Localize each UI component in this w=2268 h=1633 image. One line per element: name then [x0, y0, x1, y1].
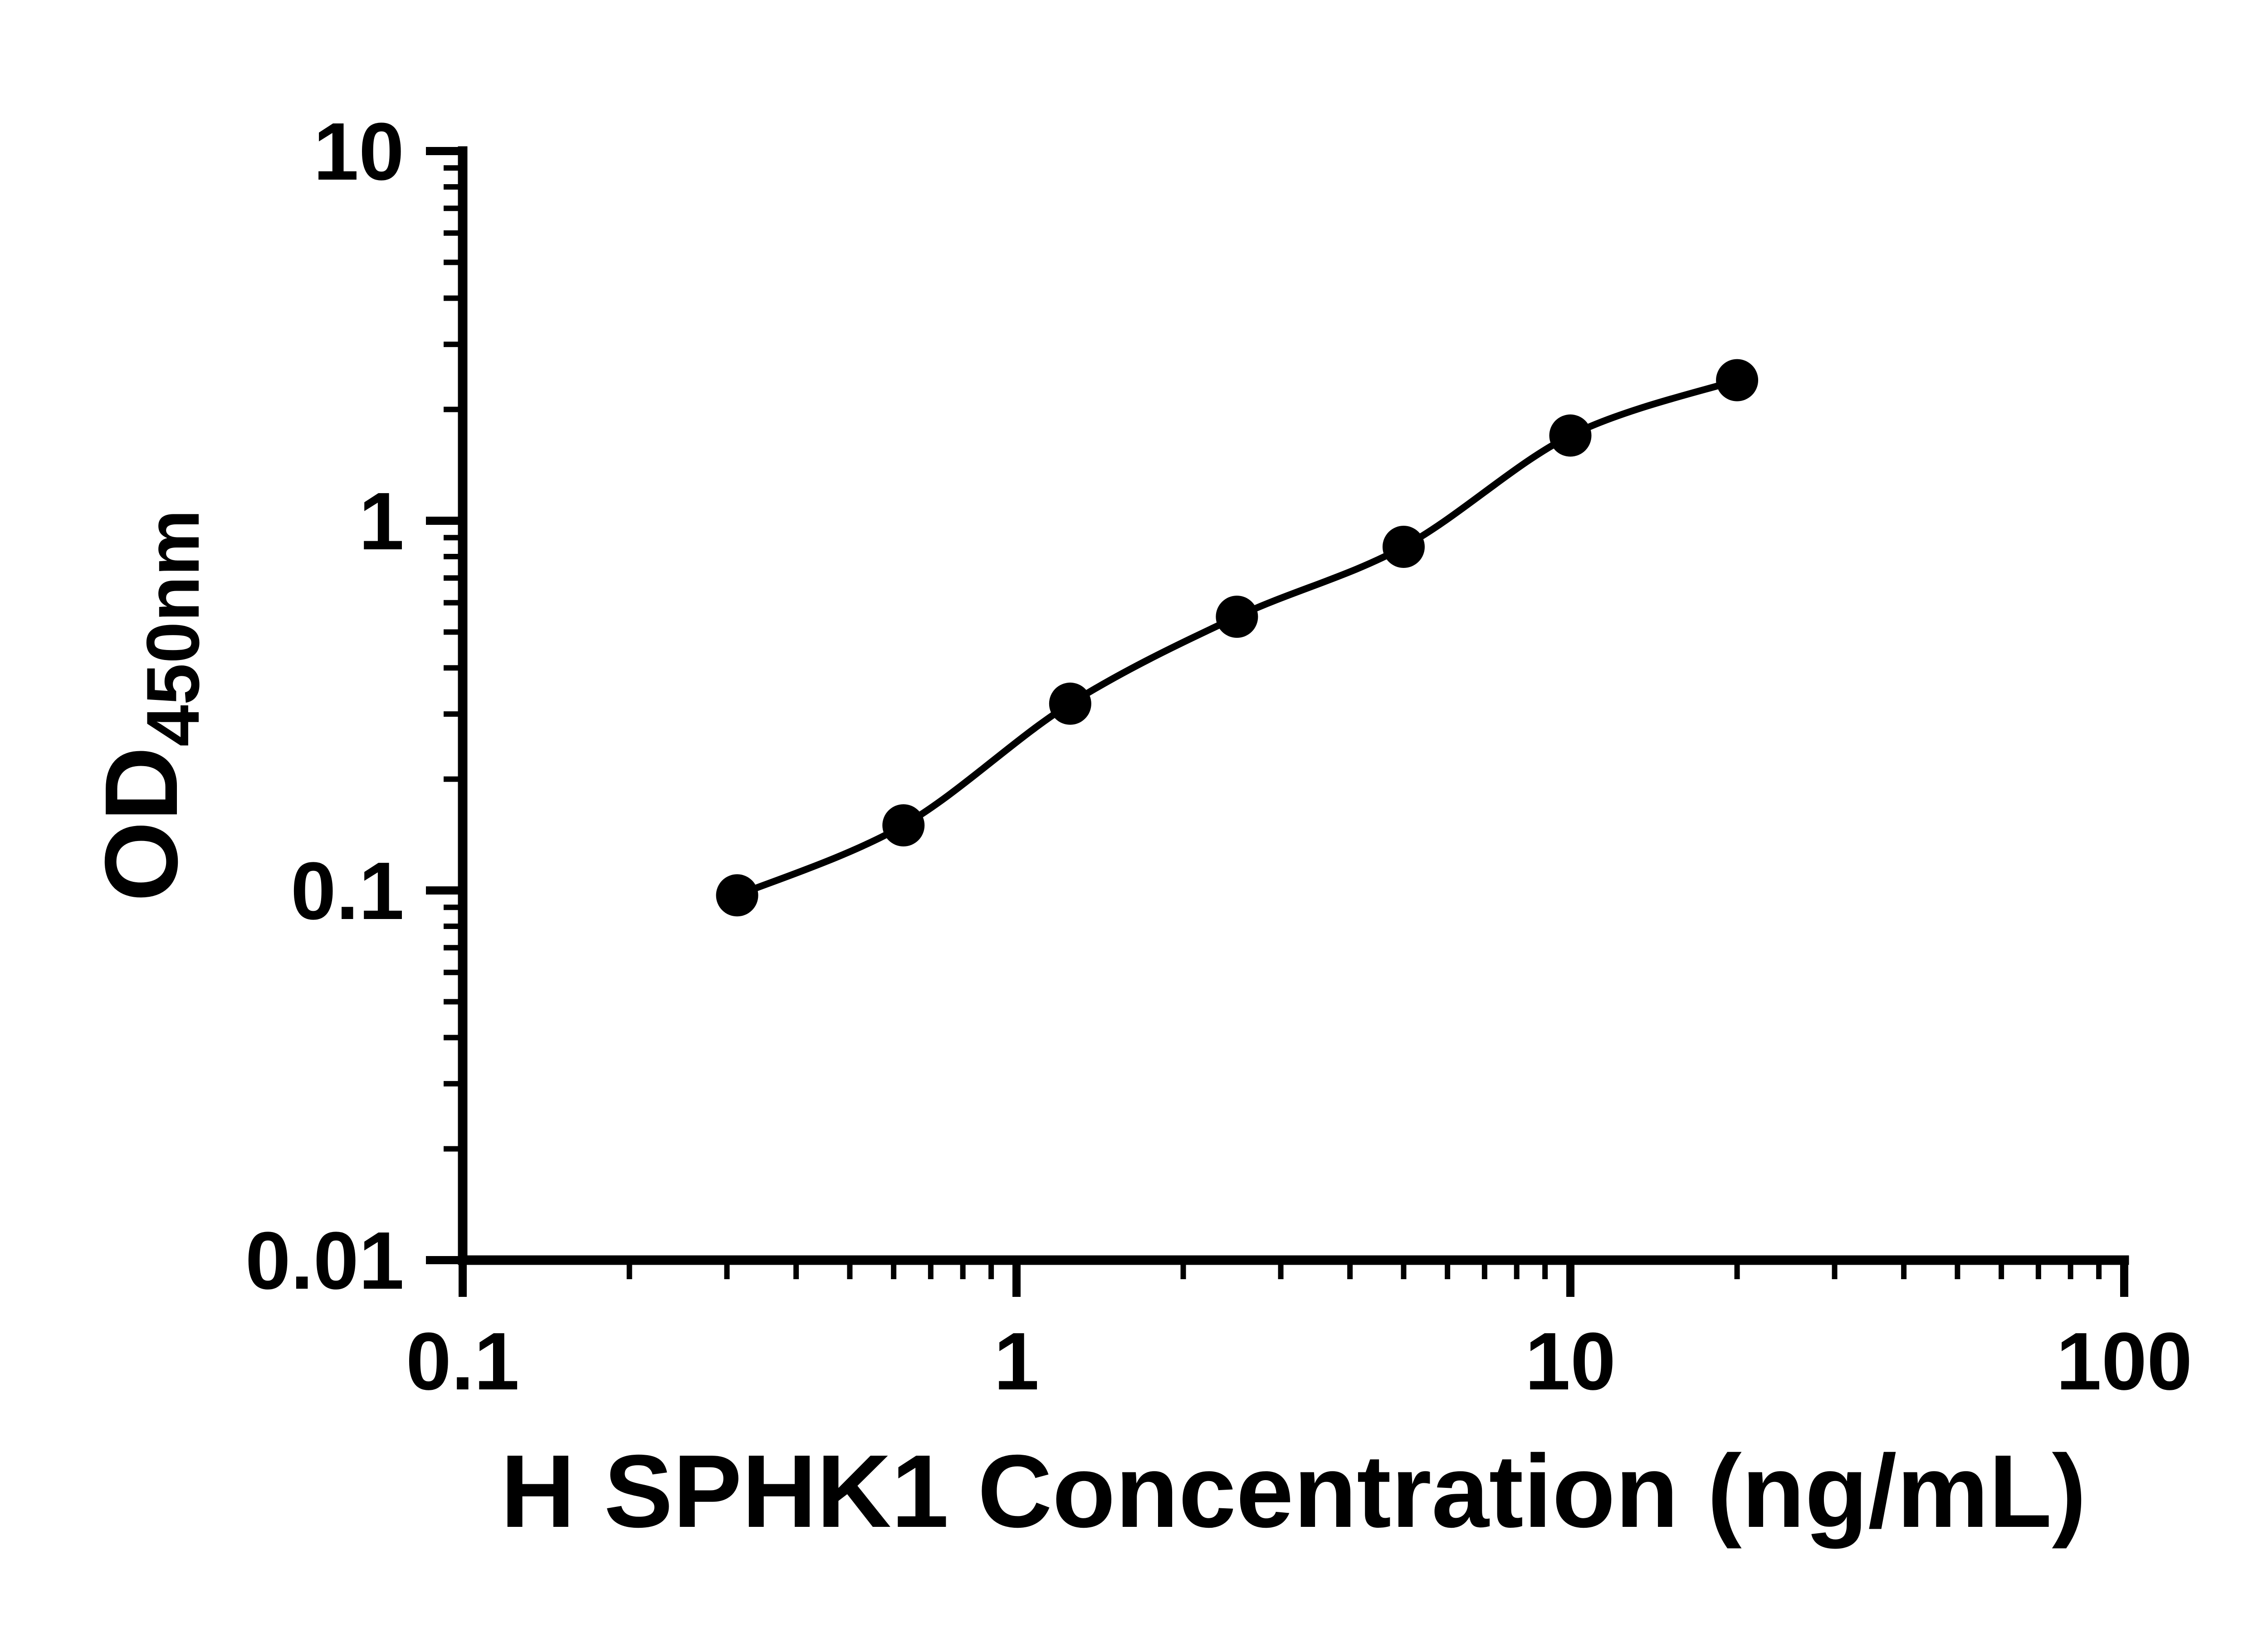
- data-point: [716, 874, 758, 917]
- data-point: [1382, 526, 1425, 568]
- y-axis-title: OD450nm: [84, 509, 215, 902]
- x-tick-label: 100: [2056, 1316, 2192, 1407]
- axes-spines: [458, 146, 2129, 1265]
- y-tick-label: 0.01: [245, 1215, 404, 1306]
- y-tick-label: 1: [359, 476, 404, 567]
- data-point: [1716, 359, 1759, 401]
- data-point: [1549, 414, 1592, 457]
- y-tick-label: 10: [313, 106, 404, 197]
- x-tick-label: 1: [994, 1316, 1039, 1407]
- data-point: [882, 804, 925, 846]
- data-point: [1216, 596, 1258, 638]
- data-point: [1049, 682, 1091, 725]
- x-tick-label: 0.1: [406, 1316, 519, 1407]
- y-tick-label: 0.1: [291, 846, 404, 937]
- x-axis-title: H SPHK1 Concentration (ng/mL): [500, 1434, 2086, 1549]
- x-tick-label: 10: [1525, 1316, 1616, 1407]
